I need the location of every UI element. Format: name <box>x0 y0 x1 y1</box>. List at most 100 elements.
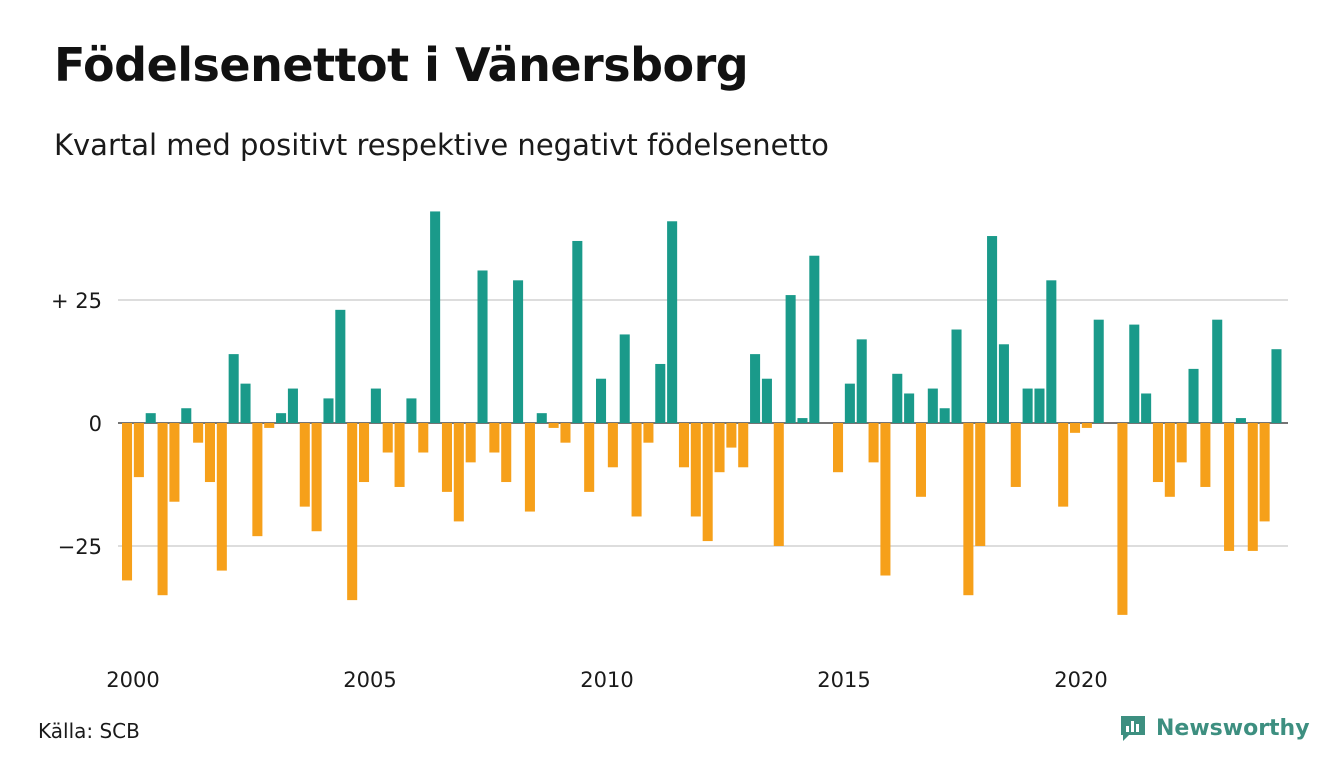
bar-20 <box>359 423 370 483</box>
axis-layer: + 25 0 −25 2000 2005 2010 2015 2020 <box>51 289 1108 692</box>
chart-title: Födelsenettot i Vänersborg <box>54 38 749 92</box>
bar-55 <box>773 423 784 546</box>
bar-51 <box>726 423 737 448</box>
brand-name: Newsworthy <box>1156 715 1310 741</box>
bar-38 <box>572 240 583 423</box>
bar-56 <box>785 295 796 423</box>
bar-86 <box>1141 393 1152 423</box>
bar-50 <box>714 423 725 473</box>
bar-5 <box>181 408 192 423</box>
bar-17 <box>323 398 334 423</box>
bar-22 <box>382 423 393 453</box>
bar-6 <box>193 423 204 443</box>
bar-79 <box>1058 423 1069 507</box>
bar-32 <box>501 423 512 483</box>
bar-96 <box>1259 423 1270 522</box>
bar-16 <box>311 423 322 532</box>
bar-33 <box>513 280 524 423</box>
bar-97 <box>1271 349 1282 423</box>
bar-91 <box>1200 423 1211 487</box>
bar-47 <box>678 423 689 468</box>
bar-1 <box>133 423 144 478</box>
bar-54 <box>761 378 772 423</box>
bar-61 <box>844 383 855 423</box>
bar-53 <box>750 354 761 423</box>
bar-64 <box>880 423 891 576</box>
y-tick-label: 0 <box>89 412 102 436</box>
bar-89 <box>1176 423 1187 463</box>
bar-95 <box>1247 423 1258 551</box>
y-tick-label: + 25 <box>51 289 102 313</box>
bar-11 <box>252 423 263 537</box>
bar-72 <box>975 423 986 546</box>
bar-69 <box>939 408 950 423</box>
bar-65 <box>892 373 903 423</box>
bar-67 <box>915 423 926 497</box>
bar-36 <box>548 423 559 428</box>
newsworthy-logo: Newsworthy <box>1118 713 1310 743</box>
bar-37 <box>560 423 571 443</box>
bar-9 <box>228 354 239 423</box>
bar-41 <box>607 423 618 468</box>
bar-81 <box>1081 423 1092 428</box>
bar-85 <box>1129 324 1140 423</box>
bar-40 <box>596 378 607 423</box>
bar-3 <box>157 423 168 596</box>
x-tick-label: 2000 <box>106 668 159 692</box>
bar-42 <box>619 334 630 423</box>
bar-82 <box>1093 319 1104 423</box>
bar-15 <box>299 423 310 507</box>
bar-27 <box>441 423 452 492</box>
newsworthy-chart-icon <box>1121 716 1145 741</box>
bar-23 <box>394 423 405 487</box>
bar-57 <box>797 418 808 423</box>
bar-90 <box>1188 368 1199 423</box>
bar-58 <box>809 255 820 423</box>
bar-49 <box>702 423 713 542</box>
bar-8 <box>216 423 227 571</box>
bar-13 <box>276 413 287 423</box>
bar-31 <box>489 423 500 453</box>
bar-75 <box>1010 423 1021 487</box>
x-tick-label: 2010 <box>580 668 633 692</box>
bar-7 <box>204 423 215 483</box>
bar-68 <box>927 388 938 423</box>
bar-76 <box>1022 388 1033 423</box>
bar-78 <box>1046 280 1057 423</box>
bar-21 <box>370 388 381 423</box>
bar-62 <box>856 339 867 423</box>
bar-chart: + 25 0 −25 2000 2005 2010 2015 2020 <box>51 211 1288 692</box>
bar-44 <box>643 423 654 443</box>
chart-subtitle: Kvartal med positivt respektive negativt… <box>54 128 829 162</box>
bar-18 <box>335 309 346 423</box>
bar-92 <box>1212 319 1223 423</box>
bar-87 <box>1152 423 1163 483</box>
bar-45 <box>655 363 666 423</box>
bar-74 <box>998 344 1009 423</box>
bar-24 <box>406 398 417 423</box>
bar-94 <box>1235 418 1246 423</box>
bar-layer <box>122 211 1282 615</box>
bar-46 <box>667 221 678 423</box>
bar-63 <box>868 423 879 463</box>
bar-70 <box>951 329 962 423</box>
bar-19 <box>347 423 358 601</box>
bar-66 <box>904 393 915 423</box>
x-tick-label: 2005 <box>343 668 396 692</box>
bar-4 <box>169 423 180 502</box>
bar-77 <box>1034 388 1045 423</box>
bar-28 <box>453 423 464 522</box>
bar-14 <box>287 388 298 423</box>
source-note: Källa: SCB <box>38 719 140 743</box>
bar-34 <box>524 423 535 512</box>
bar-29 <box>465 423 476 463</box>
bar-35 <box>536 413 547 423</box>
bar-43 <box>631 423 642 517</box>
bar-88 <box>1164 423 1175 497</box>
bar-60 <box>833 423 844 473</box>
bar-26 <box>430 211 441 423</box>
bar-30 <box>477 270 488 423</box>
bar-73 <box>987 236 998 423</box>
bar-80 <box>1070 423 1081 433</box>
bar-84 <box>1117 423 1128 615</box>
